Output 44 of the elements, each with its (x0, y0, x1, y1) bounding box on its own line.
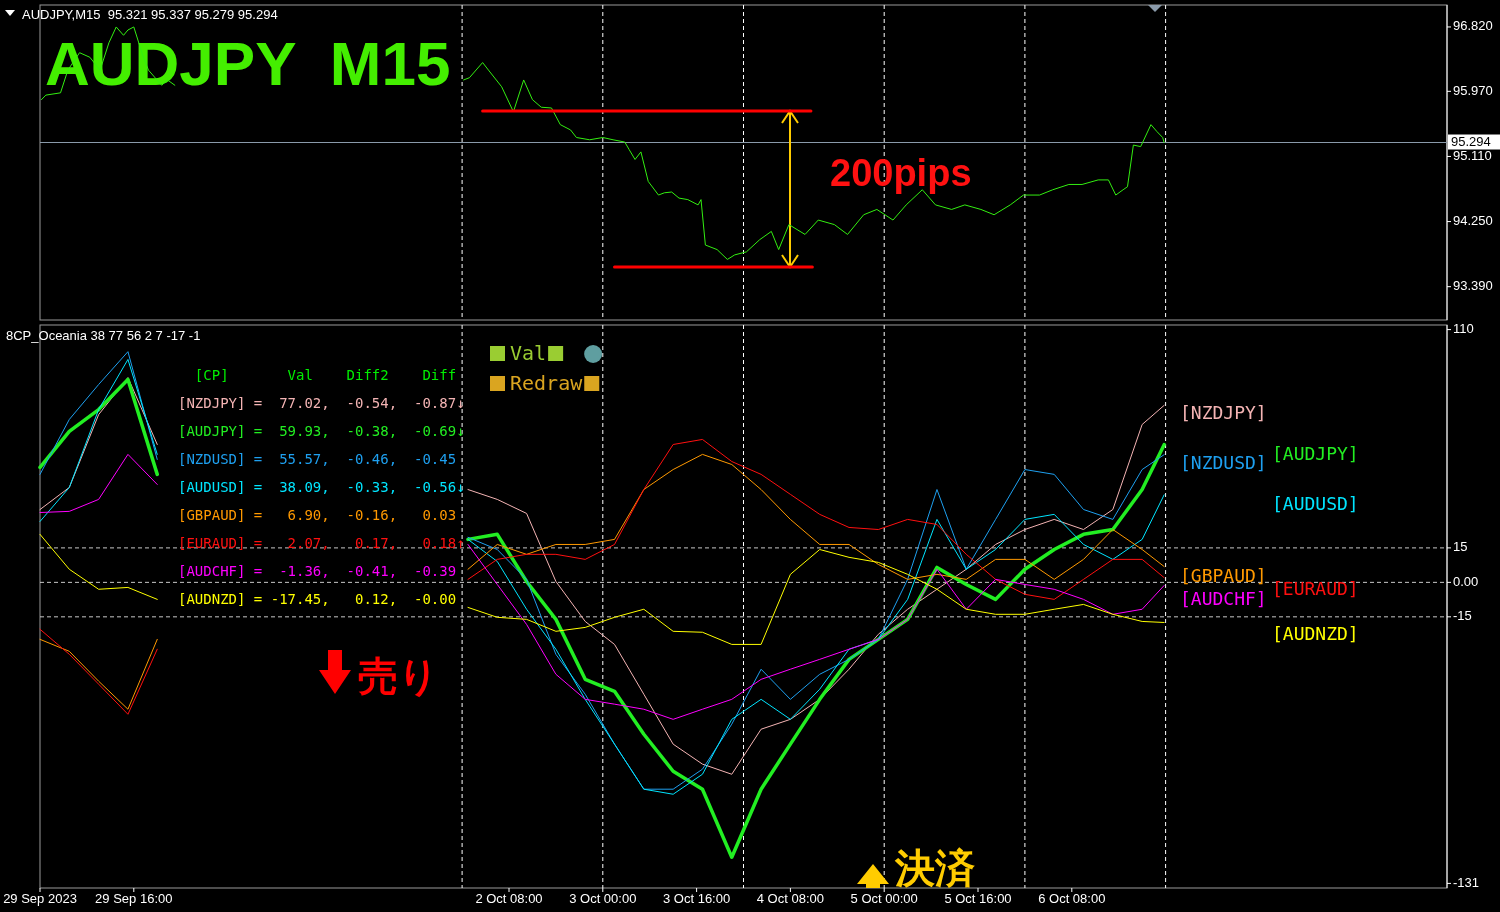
series-label: [GBPAUD] (1180, 565, 1267, 586)
x-tick-label: 3 Oct 00:00 (569, 891, 637, 906)
text: [AUDNZD] (1272, 623, 1359, 644)
y-tick-label: 15 (1453, 539, 1468, 555)
y-tick-label: 95.970 (1453, 82, 1493, 98)
chart-subtitle: AUDJPY,M15 95.321 95.337 95.279 95.294 (22, 7, 278, 22)
annotation: 決済 (894, 846, 975, 890)
annotation: [NZDUSD] = 55.57, -0.46, -0.45 (178, 451, 457, 467)
annotation: 売り (358, 654, 439, 698)
y-tick-label: 94.250 (1453, 213, 1493, 228)
y-tick-label: -15 (1453, 608, 1472, 624)
series-label: [AUDCHF] (1180, 588, 1267, 609)
text: [EURAUD] (1272, 578, 1359, 599)
chart-subtitle: 8CP_Oceania 38 77 56 2 7 -17 -1 (6, 328, 201, 343)
y-tick-label: 0.00 (1453, 573, 1479, 589)
x-tick-label: 3 Oct 16:00 (662, 891, 731, 906)
annotation: [EURAUD] = 2.07, 0.17, 0.18↑ (178, 535, 465, 551)
annotation: [AUDCHF] = -1.36, -0.41, -0.39 (178, 563, 457, 579)
y-tick-label: 110 (1453, 321, 1474, 337)
y-tick-label: 95.110 (1453, 147, 1492, 163)
annotation: Val (510, 340, 547, 365)
annotation: 200pips (830, 152, 972, 194)
x-tick-label: 6 Oct 08:00 (1038, 891, 1106, 906)
annotation: [NZDJPY] = 77.02, -0.54, -0.87↓ (178, 395, 465, 411)
annotation: [AUDJPY] = 59.93, -0.38, -0.69↓ (178, 423, 465, 439)
annotation: [AUDUSD] = 38.09, -0.33, -0.56↓ (178, 479, 465, 495)
y-tick-label: 96.820 (1453, 18, 1493, 34)
text: [AUDUSD] (1272, 493, 1359, 514)
ref-line-label: 95.294 (1451, 133, 1491, 149)
x-tick-label: 2 Oct 08:00 (475, 891, 543, 906)
annotation: [GBPAUD] = 6.90, -0.16, 0.03 (178, 507, 457, 523)
x-tick-label: 5 Oct 16:00 (944, 891, 1012, 906)
x-tick-label: 29 Sep 16:00 (95, 891, 173, 906)
x-tick-label: 5 Oct 00:00 (850, 891, 918, 906)
x-tick-label: 4 Oct 08:00 (756, 891, 825, 906)
series-label: [NZDUSD] (1180, 452, 1267, 473)
series-label: [NZDJPY] (1180, 402, 1267, 423)
annotation: [AUDNZD] = -17.45, 0.12, -0.00 (178, 591, 457, 607)
y-tick-label: 93.390 (1453, 278, 1493, 294)
y-tick-label: -131 (1453, 874, 1480, 890)
text: [AUDJPY] (1272, 443, 1359, 464)
annotation: Redraw (510, 370, 584, 395)
x-tick-label: 29 Sep 2023 (3, 891, 77, 906)
annotation: [CP] Val Diff2 Diff (178, 367, 457, 383)
